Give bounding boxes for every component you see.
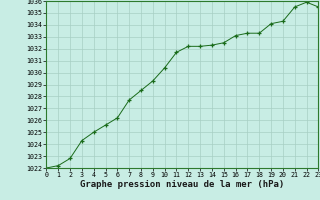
X-axis label: Graphe pression niveau de la mer (hPa): Graphe pression niveau de la mer (hPa)	[80, 180, 284, 189]
